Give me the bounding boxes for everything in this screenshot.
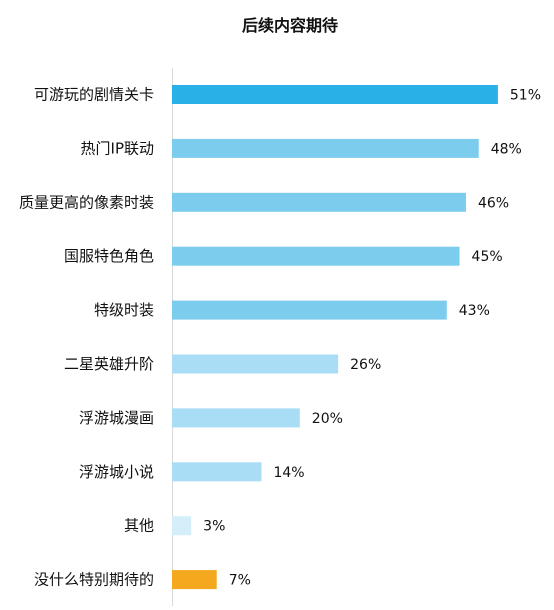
category-label: 质量更高的像素时装 <box>19 193 154 211</box>
chart-title: 后续内容期待 <box>242 16 338 35</box>
category-label: 国服特色角色 <box>64 247 154 265</box>
bar <box>172 192 466 212</box>
bar <box>172 246 460 266</box>
data-label: 20% <box>312 411 343 427</box>
data-label: 51% <box>510 88 541 104</box>
bar <box>172 408 300 428</box>
category-label: 热门IP联动 <box>81 139 154 157</box>
bar <box>172 354 339 374</box>
category-label: 其他 <box>124 517 154 535</box>
category-label: 浮游城小说 <box>79 463 154 481</box>
bar <box>172 462 262 482</box>
category-label: 浮游城漫画 <box>79 409 154 427</box>
bar-group: 可游玩的剧情关卡 51% 热门IP联动 48% 质量更高的像素时装 46% 国服特色角色 45… <box>19 85 541 590</box>
data-label: 45% <box>472 249 503 265</box>
category-label: 可游玩的剧情关卡 <box>34 86 154 104</box>
bar <box>172 300 447 320</box>
bar <box>172 138 479 158</box>
bar <box>172 85 498 104</box>
bar <box>172 516 192 536</box>
bar <box>172 570 217 590</box>
data-label: 3% <box>203 519 225 535</box>
category-label: 二星英雄升阶 <box>64 355 154 373</box>
data-label: 46% <box>478 195 509 211</box>
category-label: 没什么特别期待的 <box>34 571 154 589</box>
data-label: 48% <box>491 141 522 157</box>
data-label: 14% <box>273 465 304 481</box>
data-label: 43% <box>459 303 490 319</box>
data-label: 26% <box>350 357 381 373</box>
category-label: 特级时装 <box>94 301 154 319</box>
data-label: 7% <box>229 573 251 589</box>
